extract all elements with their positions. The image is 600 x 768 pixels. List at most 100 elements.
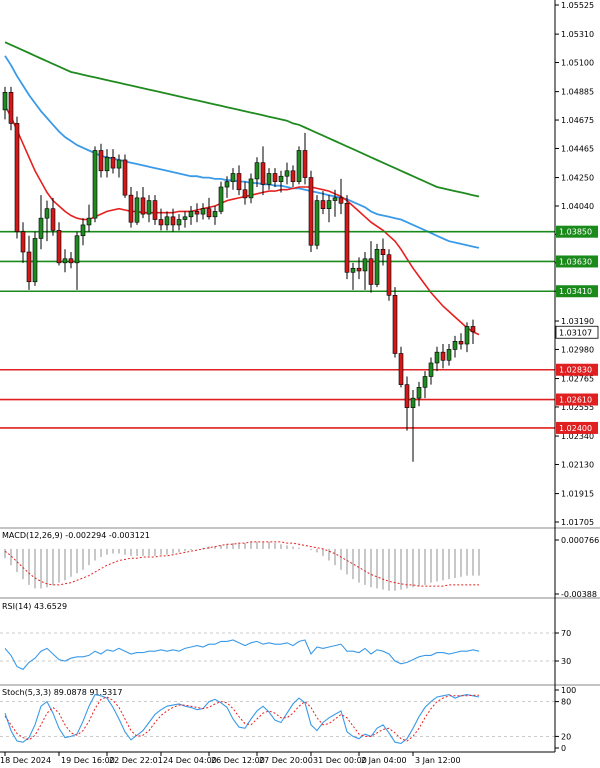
candle xyxy=(386,249,392,301)
candle xyxy=(434,346,440,372)
candle-body-up xyxy=(248,178,254,199)
candle xyxy=(344,195,350,280)
candle xyxy=(122,154,128,198)
candle-body-down xyxy=(56,230,62,264)
candle xyxy=(230,168,236,190)
price-tick-label: 1.01915 xyxy=(561,490,594,499)
support-level-tag xyxy=(556,363,598,376)
candle xyxy=(56,222,62,266)
candle-body-up xyxy=(452,341,458,350)
price-tick-label: 1.05525 xyxy=(561,1,594,10)
price-tick-label: 1.04885 xyxy=(561,88,594,97)
candle-body-up xyxy=(224,181,230,188)
price-tick-label: 1.04040 xyxy=(561,202,594,211)
candle-body-up xyxy=(86,217,92,226)
moving-averages xyxy=(4,41,480,336)
candle xyxy=(212,205,218,225)
candle-body-down xyxy=(242,189,248,199)
candle xyxy=(50,197,56,236)
candle-body-down xyxy=(8,91,14,124)
price-tick-label: 1.05310 xyxy=(561,30,594,39)
candle xyxy=(134,191,140,225)
candle xyxy=(116,154,122,178)
resistance-level-label: 1.03630 xyxy=(559,257,592,266)
time-tick-label: 22 Dec 22:01 xyxy=(109,756,163,765)
candle xyxy=(446,344,452,366)
candle-body-up xyxy=(332,197,338,201)
candle-body-up xyxy=(254,162,260,180)
candle xyxy=(362,251,368,290)
candle-body-down xyxy=(272,173,278,182)
candle-body-up xyxy=(188,211,194,218)
current-price-tag xyxy=(555,325,599,339)
candle xyxy=(194,203,200,223)
time-tick-label: 18 Dec 2024 xyxy=(0,756,51,765)
candle-body-down xyxy=(302,150,308,178)
candle xyxy=(32,231,38,286)
candle-body-down xyxy=(458,341,464,345)
candle xyxy=(140,187,146,219)
ma-mid-line xyxy=(4,55,480,249)
candle xyxy=(86,204,92,232)
time-tick-label: 19 Dec 16:00 xyxy=(61,756,115,765)
candle xyxy=(458,333,464,350)
price-tick-label: 1.04465 xyxy=(561,144,594,153)
candle xyxy=(320,191,326,215)
candle-body-up xyxy=(176,219,182,226)
candle-body-up xyxy=(212,211,218,218)
candle xyxy=(44,200,50,242)
candle xyxy=(278,170,284,193)
price-tick-label: 1.03190 xyxy=(561,317,594,326)
ma-fast-line xyxy=(4,105,480,336)
candle xyxy=(224,176,230,198)
candle xyxy=(38,195,44,250)
candle xyxy=(332,189,338,217)
candle xyxy=(284,162,290,185)
stoch-panel: Stoch(5,3,3) 89.0878 91.5317 100 80 20 0 xyxy=(0,684,600,753)
time-tick-label: 27 Dec 20:00 xyxy=(259,756,313,765)
candle-body-up xyxy=(104,156,110,172)
candle-body-up xyxy=(428,362,434,377)
candle-body-up xyxy=(416,387,422,399)
candle xyxy=(260,146,266,196)
candle-body-up xyxy=(218,186,224,212)
candle-body-up xyxy=(44,208,50,219)
support-level-label: 1.02400 xyxy=(559,424,592,433)
candle-body-up xyxy=(284,170,290,177)
time-tick-label: 3 Jan 12:00 xyxy=(415,756,461,765)
candle xyxy=(110,149,116,174)
candle-body-down xyxy=(344,202,350,273)
candle-body-up xyxy=(266,173,272,185)
candle-body-up xyxy=(32,238,38,283)
candle-body-down xyxy=(404,384,410,408)
candle xyxy=(392,287,398,358)
candle xyxy=(464,322,470,353)
candle xyxy=(428,357,434,385)
rsi-line xyxy=(4,639,480,671)
price-tick-label: 1.02980 xyxy=(561,345,594,354)
candle xyxy=(236,165,242,196)
time-tick-label: 31 Dec 00:00 xyxy=(313,756,367,765)
candle xyxy=(302,132,308,185)
candle xyxy=(98,143,104,178)
candle xyxy=(14,116,20,239)
candle xyxy=(266,168,272,190)
candle-body-down xyxy=(110,156,116,169)
price-tick-label: 1.04675 xyxy=(561,116,594,125)
rsi-axis: 70 30 xyxy=(0,629,571,666)
candle xyxy=(356,257,362,280)
candle-body-down xyxy=(122,159,128,196)
candle xyxy=(254,157,260,188)
candle-body-down xyxy=(356,267,362,272)
candle xyxy=(206,197,212,220)
price-tick-label: 1.02130 xyxy=(561,460,594,469)
candle-body-down xyxy=(308,177,314,246)
candle-body-down xyxy=(140,197,146,215)
price-tick-label: 1.04250 xyxy=(561,174,594,183)
support-resistance-levels: 1.03850 1.03630 1.03410 1.02830 1.02610 1.024… xyxy=(0,225,598,434)
time-axis: 18 Dec 2024 19 Dec 16:0022 Dec 22:01 24 De… xyxy=(0,752,461,765)
macd-axis: 0.000766 -0.00388 xyxy=(555,536,599,599)
candle-body-down xyxy=(392,295,398,354)
candle xyxy=(182,211,188,228)
